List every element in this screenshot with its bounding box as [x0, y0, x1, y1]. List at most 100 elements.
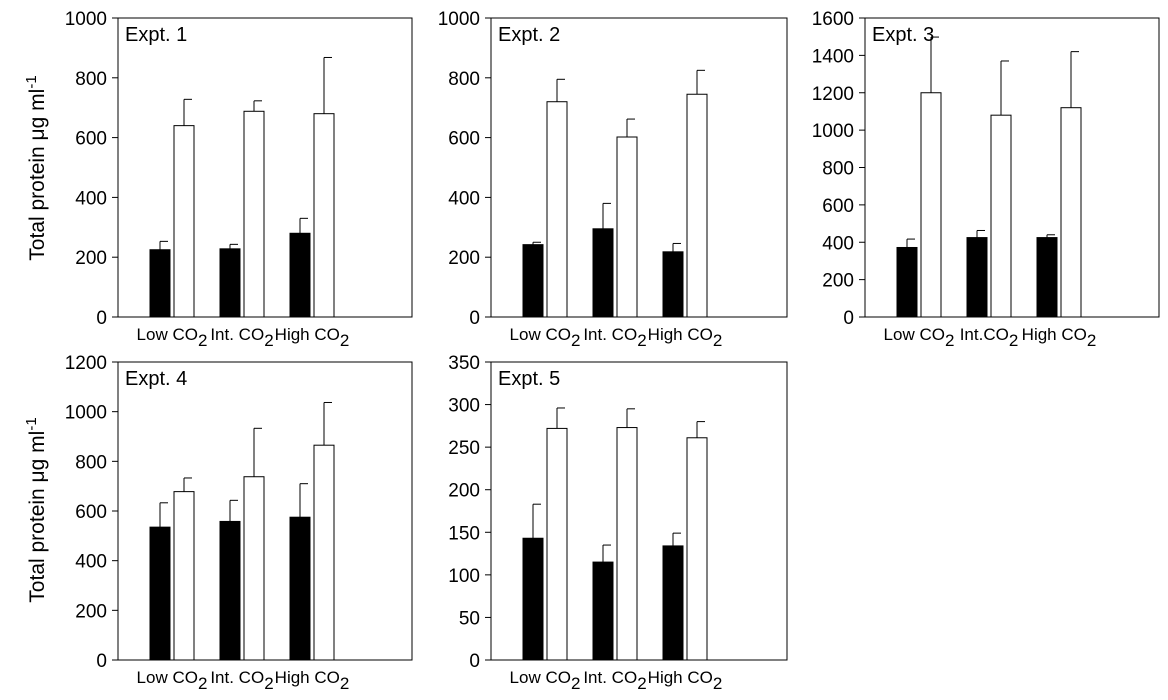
x-category-text: High CO — [1022, 325, 1087, 344]
bar — [686, 93, 708, 318]
bar — [173, 491, 195, 661]
x-category-label: Int. CO2 — [210, 325, 273, 350]
panel-title: Expt. 4 — [125, 368, 187, 390]
x-category-text: High CO — [275, 668, 340, 687]
bar — [289, 232, 311, 318]
bar — [616, 427, 638, 661]
plot-frame — [490, 361, 788, 661]
y-axis-label-unit: g ml — [26, 89, 49, 129]
x-category-text: Int. CO — [583, 668, 637, 687]
bar — [219, 520, 241, 661]
y-axis-label-mu: μ — [26, 470, 49, 482]
y-tick-label: 400 — [822, 233, 854, 254]
bar — [966, 237, 988, 318]
bar — [920, 92, 942, 318]
x-category-subscript: 2 — [264, 674, 273, 693]
y-tick-label: 1000 — [65, 9, 107, 30]
bar — [243, 110, 265, 318]
y-tick-label: 800 — [448, 69, 480, 90]
bar — [1060, 107, 1082, 318]
x-category-subscript: 2 — [637, 674, 646, 693]
y-tick-label: 600 — [75, 502, 107, 523]
x-category-subscript: 2 — [637, 331, 646, 350]
bar — [616, 136, 638, 318]
y-tick-label: 1000 — [438, 9, 480, 30]
x-category-text: Int. CO — [583, 325, 637, 344]
x-category-text: Low CO — [137, 325, 198, 344]
y-tick-label: 1200 — [65, 353, 107, 374]
x-category-text: Low CO — [884, 325, 945, 344]
x-category-subscript: 2 — [340, 331, 349, 350]
x-category-subscript: 2 — [571, 674, 580, 693]
y-tick-label: 800 — [75, 452, 107, 473]
y-tick-label: 200 — [75, 248, 107, 269]
x-category-text: High CO — [648, 325, 713, 344]
bar — [546, 101, 568, 318]
x-category-subscript: 2 — [571, 331, 580, 350]
x-category-subscript: 2 — [1009, 331, 1018, 350]
x-category-label: Int.CO2 — [960, 325, 1019, 350]
y-tick-label: 200 — [448, 248, 480, 269]
x-category-text: High CO — [648, 668, 713, 687]
x-category-label: Int. CO2 — [583, 668, 646, 693]
y-tick-label: 350 — [448, 353, 480, 374]
x-category-label: High CO2 — [648, 325, 723, 350]
x-category-text: Low CO — [510, 668, 571, 687]
y-tick-label: 1400 — [812, 46, 854, 67]
y-axis-label-text: Total protein — [26, 482, 49, 602]
y-tick-label: 200 — [822, 271, 854, 292]
panel-title: Expt. 1 — [125, 24, 187, 46]
x-category-text: Int. CO — [210, 668, 264, 687]
x-category-label: Low CO2 — [137, 325, 208, 350]
bar — [313, 444, 335, 661]
x-category-subscript: 2 — [1087, 331, 1096, 350]
x-category-label: Low CO2 — [137, 668, 208, 693]
x-category-subscript: 2 — [945, 331, 954, 350]
bar — [149, 526, 171, 661]
y-tick-label: 200 — [75, 601, 107, 622]
x-category-text: High CO — [275, 325, 340, 344]
y-axis-label-text: Total protein — [26, 140, 49, 260]
y-axis-label-exponent: -1 — [23, 75, 40, 88]
x-category-text: Low CO — [137, 668, 198, 687]
bar — [662, 545, 684, 661]
y-tick-label: 1200 — [812, 84, 854, 105]
y-axis-label-mu: μ — [26, 128, 49, 140]
x-category-label: High CO2 — [275, 668, 350, 693]
bar — [522, 244, 544, 318]
bar — [149, 249, 171, 318]
y-tick-label: 600 — [822, 196, 854, 217]
x-category-subscript: 2 — [713, 331, 722, 350]
x-category-label: Low CO2 — [510, 325, 581, 350]
bar — [662, 251, 684, 318]
bar — [592, 561, 614, 661]
bar — [1036, 237, 1058, 318]
bar — [522, 537, 544, 661]
y-tick-label: 800 — [75, 69, 107, 90]
y-tick-label: 1600 — [812, 9, 854, 30]
bar — [896, 246, 918, 318]
y-axis-label-exponent: -1 — [23, 417, 40, 430]
y-tick-label: 150 — [448, 523, 480, 544]
chart-panel-3: 0 200 400 600 800 1000 1200 1400 1600 Expt. 3 Low … — [812, 9, 1160, 350]
x-category-label: Int. CO2 — [583, 325, 646, 350]
plot-frame — [117, 17, 413, 318]
x-category-label: High CO2 — [1022, 325, 1097, 350]
x-category-text: Int.CO — [960, 325, 1009, 344]
bar — [990, 114, 1012, 318]
x-category-label: Int. CO2 — [210, 668, 273, 693]
bar — [686, 437, 708, 661]
x-category-label: Low CO2 — [510, 668, 581, 693]
y-tick-label: 1000 — [65, 403, 107, 424]
y-tick-label: 600 — [448, 129, 480, 150]
bar — [243, 476, 265, 661]
y-axis-label-top: Total protein μg ml-1 — [23, 75, 49, 260]
bar — [173, 125, 195, 318]
y-tick-label: 50 — [459, 608, 480, 629]
bar — [313, 113, 335, 318]
x-category-text: Low CO — [510, 325, 571, 344]
x-category-subscript: 2 — [198, 674, 207, 693]
